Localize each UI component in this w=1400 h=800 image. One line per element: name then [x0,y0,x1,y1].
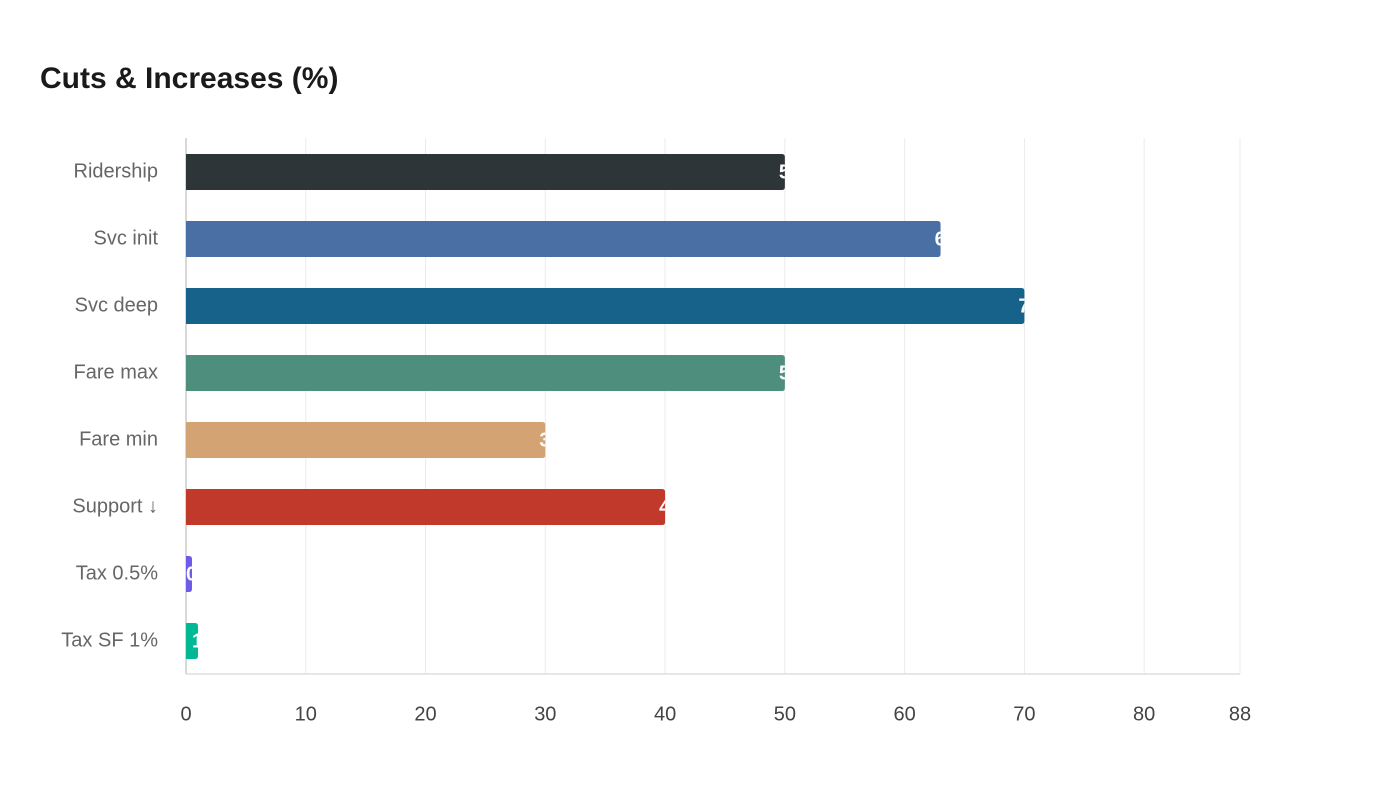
x-tick-label: 88 [1229,703,1251,725]
data-label: 70 [1018,295,1040,317]
bar [186,221,941,257]
data-label: 50 [779,161,801,183]
data-label: 0.5 [186,563,214,585]
y-tick-label: Svc deep [75,294,158,316]
bar [186,623,198,659]
data-label: 50 [779,362,801,384]
bar [186,422,546,458]
data-label: 30 [539,429,561,451]
y-tick-label: Svc init [94,227,159,249]
y-tick-label: Fare max [74,361,158,383]
y-tick-label: Tax 0.5% [76,562,158,584]
y-tick-label: Tax SF 1% [61,629,158,651]
x-tick-label: 40 [654,703,676,725]
x-tick-label: 50 [774,703,796,725]
bar [186,489,666,525]
x-tick-label: 20 [414,703,436,725]
data-label: 63 [935,228,957,250]
y-tick-label: Support ↓ [72,495,158,517]
x-tick-label: 10 [295,703,317,725]
x-tick-label: 70 [1013,703,1035,725]
data-label: 1 [192,630,203,652]
bar [186,355,785,391]
bar [186,556,192,592]
y-tick-label: Fare min [79,428,158,450]
chart-title: Cuts & Increases (%) [40,62,338,95]
bar [186,288,1025,324]
data-label: 40 [659,496,681,518]
y-tick-label: Ridership [74,160,158,182]
x-tick-label: 0 [180,703,191,725]
x-tick-label: 30 [534,703,556,725]
x-tick-label: 60 [894,703,916,725]
x-tick-label: 80 [1133,703,1155,725]
bar [186,154,785,190]
